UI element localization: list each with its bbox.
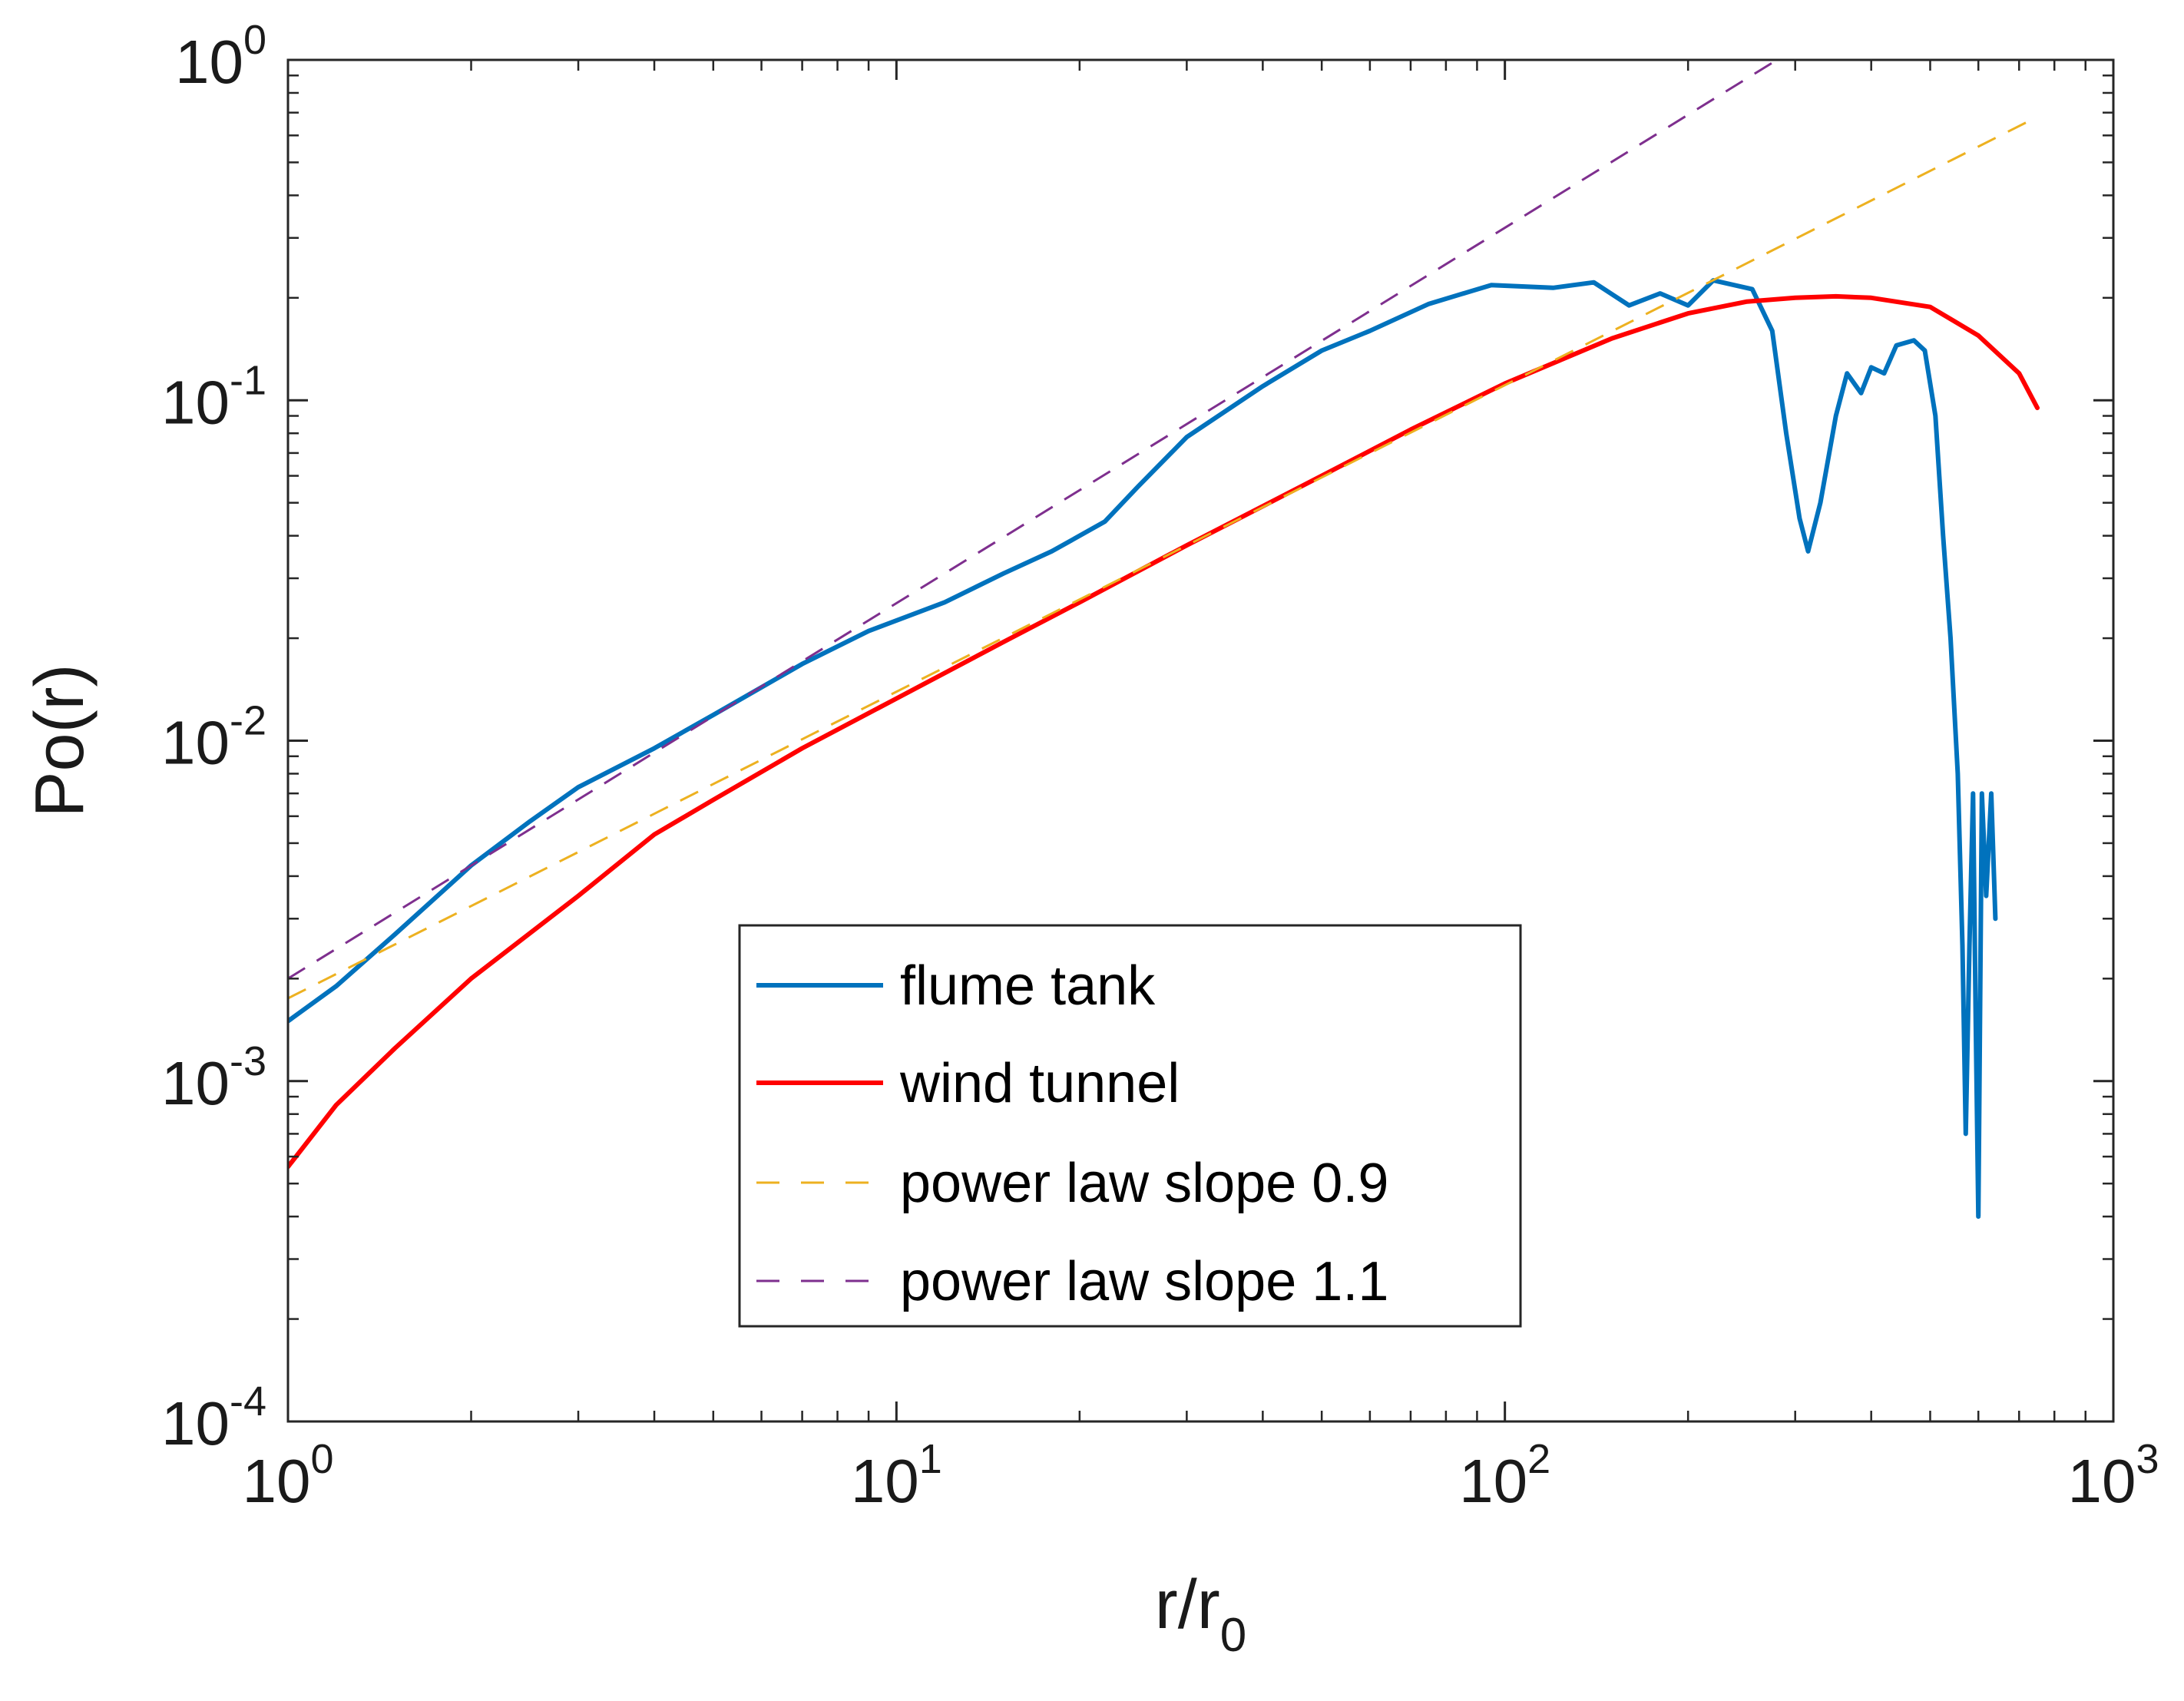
y-tick-label-exp: -3 xyxy=(230,1038,266,1084)
y-tick-label: 10-4 xyxy=(161,1378,266,1458)
legend: flume tank wind tunnel power law slope 0.9… xyxy=(738,924,1522,1328)
series-line-power-law-slope-0-9 xyxy=(288,115,2038,1000)
y-tick-label-exp: -4 xyxy=(230,1378,266,1425)
y-tick-label-base: 10 xyxy=(161,368,230,436)
x-tick-label-exp: 3 xyxy=(2136,1436,2159,1482)
x-tick-label: 103 xyxy=(2067,1436,2159,1515)
x-axis-label-sub: 0 xyxy=(1220,1609,1246,1662)
series-line-flume-tank xyxy=(288,278,1998,1219)
y-tick-label: 10-2 xyxy=(161,698,266,777)
y-tick-label-base: 10 xyxy=(161,709,230,777)
x-axis-label: r/r0 xyxy=(1155,1567,1246,1662)
legend-label: power law slope 1.1 xyxy=(900,1251,1388,1312)
y-tick-label-base: 10 xyxy=(161,1049,230,1117)
y-tick-label: 100 xyxy=(175,17,266,96)
x-tick-label-base: 10 xyxy=(2067,1447,2136,1515)
y-tick-label: 10-1 xyxy=(161,357,266,436)
x-tick-label: 100 xyxy=(242,1436,333,1515)
y-axis-label: Po(r) xyxy=(22,664,98,818)
legend-box xyxy=(738,924,1522,1328)
y-tick-label-exp: 0 xyxy=(243,17,266,63)
series-layer xyxy=(288,60,2040,1219)
y-tick-label-base: 10 xyxy=(161,1389,230,1458)
y-tick-label-exp: -1 xyxy=(230,357,266,403)
x-tick-label-exp: 1 xyxy=(919,1436,942,1482)
legend-label: power law slope 0.9 xyxy=(900,1153,1388,1214)
x-axis-label-main: r/r xyxy=(1155,1567,1220,1643)
y-tick-label-base: 10 xyxy=(175,28,243,96)
legend-label: flume tank xyxy=(900,955,1156,1017)
x-tick-label: 101 xyxy=(851,1436,942,1515)
x-tick-label-exp: 0 xyxy=(310,1436,333,1482)
x-tick-label-exp: 2 xyxy=(1527,1436,1550,1482)
legend-label: wind tunnel xyxy=(899,1053,1180,1114)
axes xyxy=(286,58,2115,1423)
series-line-wind-tunnel xyxy=(288,293,2040,1170)
x-tick-label-base: 10 xyxy=(1459,1447,1527,1515)
x-tick-label-base: 10 xyxy=(242,1447,310,1515)
y-tick-label: 10-3 xyxy=(161,1038,266,1117)
x-tick-label: 102 xyxy=(1459,1436,1550,1515)
y-tick-label-exp: -2 xyxy=(230,698,266,744)
series-line-power-law-slope-1-1 xyxy=(288,60,1778,980)
x-tick-label-base: 10 xyxy=(851,1447,919,1515)
